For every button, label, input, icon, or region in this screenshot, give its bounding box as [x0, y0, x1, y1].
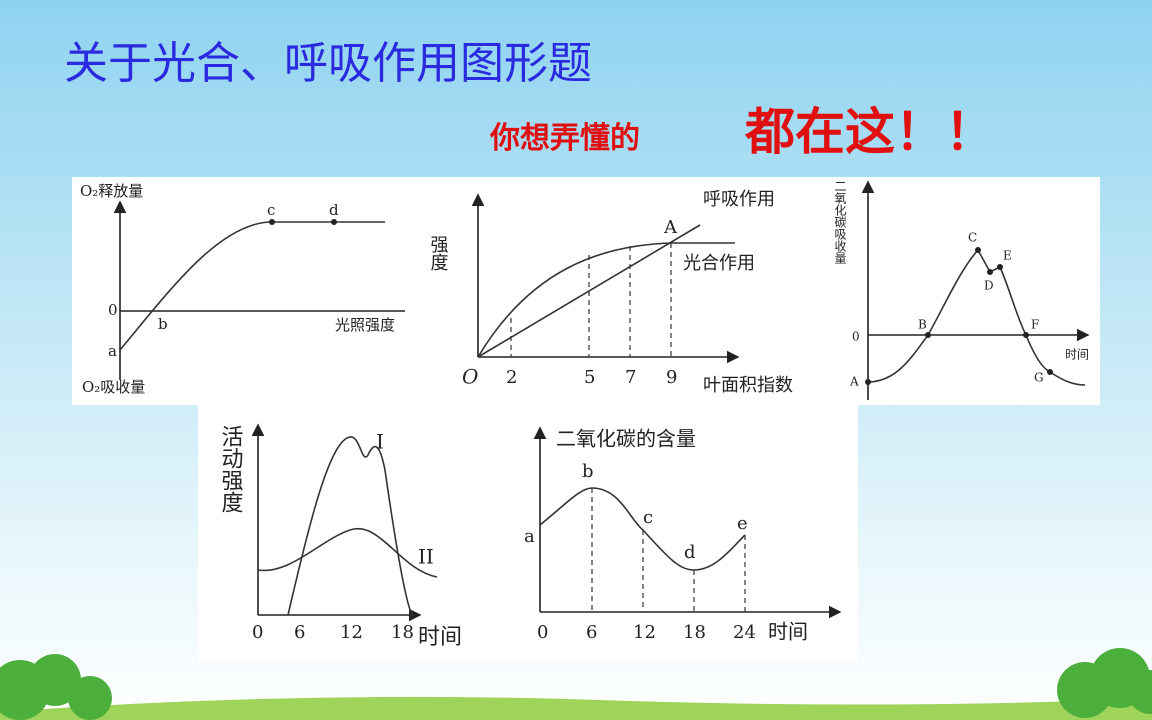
tick-label: 0: [252, 622, 263, 643]
subtitle: 你想弄懂的: [489, 121, 640, 156]
tick-label: 2: [506, 367, 517, 388]
tick-label: 9: [666, 367, 677, 388]
point-label: G: [1034, 371, 1044, 385]
tick-label: 7: [625, 367, 636, 388]
point-label: B: [918, 318, 927, 332]
axis-label: 二氧化碳的含量: [556, 427, 696, 451]
axis-label: 活动强度: [218, 425, 244, 513]
zero-label: 0: [108, 301, 118, 319]
axis-label: 光照强度: [335, 316, 395, 334]
tick-label: 12: [340, 622, 363, 643]
point-label: C: [968, 231, 977, 245]
point-label: E: [1003, 249, 1012, 263]
subtitle-emphasis: 都在这！！: [744, 102, 995, 161]
point-label: a: [524, 526, 535, 547]
tick-label: 5: [584, 367, 595, 388]
axis-label: 叶面积指数: [703, 375, 793, 396]
curve-label: II: [418, 545, 434, 569]
tick-label: 12: [633, 622, 656, 643]
curve-label: I: [376, 430, 384, 454]
tick-label: 6: [586, 622, 597, 643]
tick-label: 18: [683, 622, 706, 643]
point-label: c: [267, 201, 275, 219]
axis-label: 强度: [428, 235, 449, 271]
curve-label: 光合作用: [683, 253, 755, 274]
point-label: d: [329, 201, 339, 219]
tick-label: 6: [294, 622, 305, 643]
zero-label: 0: [852, 330, 860, 344]
panel-co2-uptake: 二氧化碳吸收量 时间 0 A B C D E F G: [833, 177, 1100, 405]
point-label: c: [643, 507, 653, 528]
axis-label: 二氧化碳吸收量: [833, 180, 847, 264]
grass: [0, 696, 1152, 720]
axis-label: 时间: [768, 620, 808, 644]
origin-label: O: [462, 365, 478, 389]
axis-label: O₂吸收量: [82, 378, 145, 396]
panel-leaf: 强度 叶面积指数 O 2 5 7 9 呼吸作用 光合作用 A: [420, 177, 835, 405]
point-label: D: [984, 279, 994, 293]
curve-label: 呼吸作用: [703, 189, 775, 210]
tick-label: 18: [391, 622, 414, 643]
point-label: e: [737, 513, 748, 534]
point-label: a: [108, 342, 117, 360]
tick-label: 0: [537, 622, 548, 643]
point-label: b: [158, 315, 168, 333]
point-label: F: [1031, 318, 1039, 332]
point-label: A: [849, 375, 859, 389]
title: 关于光合、呼吸作用图形题: [64, 38, 592, 89]
point-label: A: [663, 217, 678, 238]
point-label: b: [582, 461, 594, 482]
axis-label: 时间: [418, 625, 462, 650]
panel-co2-content: 二氧化碳的含量 时间 0 6 12 18 24 a b c d e: [505, 405, 858, 662]
axis-label: O₂释放量: [80, 182, 143, 200]
panel-light: O₂释放量 O₂吸收量 光照强度 0 a b c d: [72, 177, 420, 405]
tick-label: 24: [733, 622, 756, 643]
axis-label: 时间: [1065, 348, 1089, 362]
bush: [0, 648, 1152, 720]
point-label: d: [684, 542, 696, 563]
panel-activity: 活动强度 时间 0 6 12 18 I II: [198, 405, 505, 662]
